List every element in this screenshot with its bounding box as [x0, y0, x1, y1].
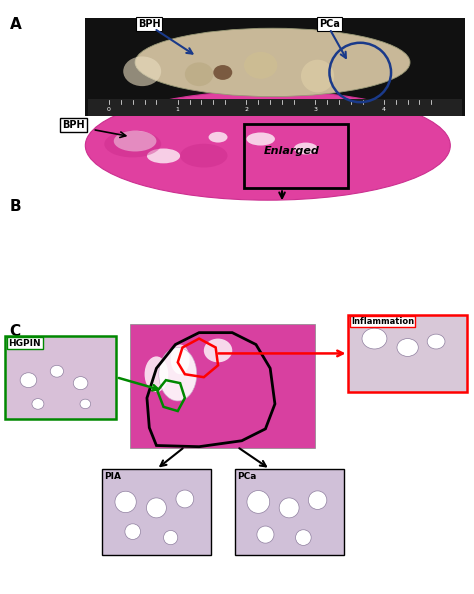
Ellipse shape	[104, 131, 161, 157]
Ellipse shape	[362, 328, 387, 349]
Ellipse shape	[180, 144, 228, 168]
Ellipse shape	[135, 29, 410, 96]
Bar	[235, 469, 344, 555]
Text: PCa: PCa	[319, 19, 340, 29]
Ellipse shape	[147, 148, 180, 163]
Text: BPH: BPH	[138, 19, 161, 29]
Text: Inflammation: Inflammation	[351, 317, 414, 326]
Ellipse shape	[32, 399, 44, 409]
Ellipse shape	[185, 62, 213, 86]
Ellipse shape	[85, 91, 450, 200]
Ellipse shape	[209, 132, 228, 143]
Text: PIA: PIA	[104, 472, 121, 481]
Bar	[244, 124, 348, 188]
Text: BPH: BPH	[62, 120, 85, 129]
Ellipse shape	[294, 143, 318, 154]
Ellipse shape	[125, 524, 140, 539]
Ellipse shape	[204, 339, 232, 362]
Text: 0: 0	[107, 108, 111, 112]
Bar	[130, 324, 315, 448]
Ellipse shape	[397, 339, 418, 356]
Ellipse shape	[20, 373, 36, 388]
Bar	[102, 469, 211, 555]
Ellipse shape	[123, 56, 161, 86]
Ellipse shape	[308, 491, 327, 510]
Ellipse shape	[73, 377, 88, 390]
Text: 1: 1	[176, 108, 180, 112]
Ellipse shape	[80, 399, 91, 409]
Bar	[5, 336, 116, 419]
Ellipse shape	[213, 65, 232, 80]
Ellipse shape	[301, 60, 334, 93]
Text: B: B	[9, 199, 21, 214]
Text: PCa: PCa	[237, 472, 256, 481]
Text: C: C	[9, 324, 20, 339]
Ellipse shape	[279, 498, 299, 518]
Ellipse shape	[145, 356, 168, 392]
Ellipse shape	[296, 530, 311, 545]
Ellipse shape	[257, 526, 274, 543]
Ellipse shape	[176, 490, 194, 508]
Text: 4: 4	[382, 108, 386, 112]
Ellipse shape	[50, 365, 64, 377]
Ellipse shape	[427, 334, 445, 349]
Text: A: A	[9, 17, 21, 31]
Ellipse shape	[246, 132, 275, 146]
Ellipse shape	[244, 52, 277, 79]
Ellipse shape	[171, 345, 190, 374]
Bar	[88, 99, 462, 116]
Text: Enlarged: Enlarged	[264, 147, 319, 156]
Text: 3: 3	[313, 108, 317, 112]
Bar	[348, 315, 467, 392]
Ellipse shape	[115, 491, 137, 513]
Ellipse shape	[164, 530, 178, 545]
Ellipse shape	[114, 131, 156, 151]
Text: HGPIN: HGPIN	[9, 339, 41, 347]
Ellipse shape	[247, 491, 270, 513]
Bar	[85, 18, 465, 116]
Ellipse shape	[159, 347, 197, 401]
Text: 2: 2	[245, 108, 248, 112]
Ellipse shape	[146, 498, 166, 518]
